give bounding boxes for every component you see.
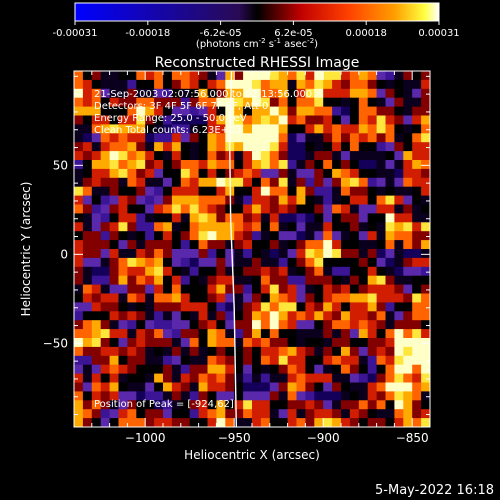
annotation-line: 21-Sep-2003 02:07:56.000 to 02:13:56.000: [94, 89, 312, 100]
x-tick-label: −950: [218, 431, 251, 445]
x-axis: −1000 −950 −900 −850: [91, 71, 431, 445]
solar-limb-line: [229, 71, 238, 427]
annotation-line: Detectors: 3F 4F 5F 6F 7F 8F, Att 0: [94, 101, 268, 112]
y-tick-label: −50: [43, 336, 68, 350]
heatmap-image: [74, 71, 430, 427]
colorbar-tick-label: -6.2e-05: [200, 28, 242, 39]
x-tick-label: −850: [396, 431, 429, 445]
colorbar-tick-label: 6.2e-05: [274, 28, 312, 39]
y-axis: −50 0 50: [43, 75, 430, 416]
colorbar: [74, 2, 440, 22]
colorbar-tick-label: 0.00018: [346, 28, 387, 39]
footer-date: 5-May-2022 16:18: [375, 483, 494, 498]
colorbar-tick-label: -0.00031: [53, 28, 98, 39]
y-tick-label: 50: [53, 158, 68, 172]
colorbar-tick-label: -0.00018: [125, 28, 170, 39]
x-tick-label: −900: [307, 431, 340, 445]
y-axis-label: Heliocentric Y (arcsec): [19, 182, 33, 317]
colorbar-tick-label: 0.00031: [418, 28, 459, 39]
annotation-block: 21-Sep-2003 02:07:56.000 to 02:13:56.000…: [94, 89, 312, 136]
peak-position-label: Position of Peak = [-924,62]: [94, 399, 234, 410]
colorbar-unit-label: (photons cm-2 s-1 asec-2): [196, 37, 318, 50]
colorbar-ticks: -0.00031 -0.00018 -6.2e-05 6.2e-05 0.00018 0.…: [53, 21, 460, 39]
x-axis-label: Heliocentric X (arcsec): [184, 448, 320, 462]
annotation-line: Energy Range: 25.0 - 50.0 keV: [94, 113, 247, 124]
y-tick-label: 0: [60, 247, 68, 261]
annotation-line: Clean Total counts: 6.23E+03: [94, 125, 242, 136]
x-tick-label: −1000: [125, 431, 166, 445]
chart-title: Reconstructed RHESSI Image: [155, 55, 360, 71]
